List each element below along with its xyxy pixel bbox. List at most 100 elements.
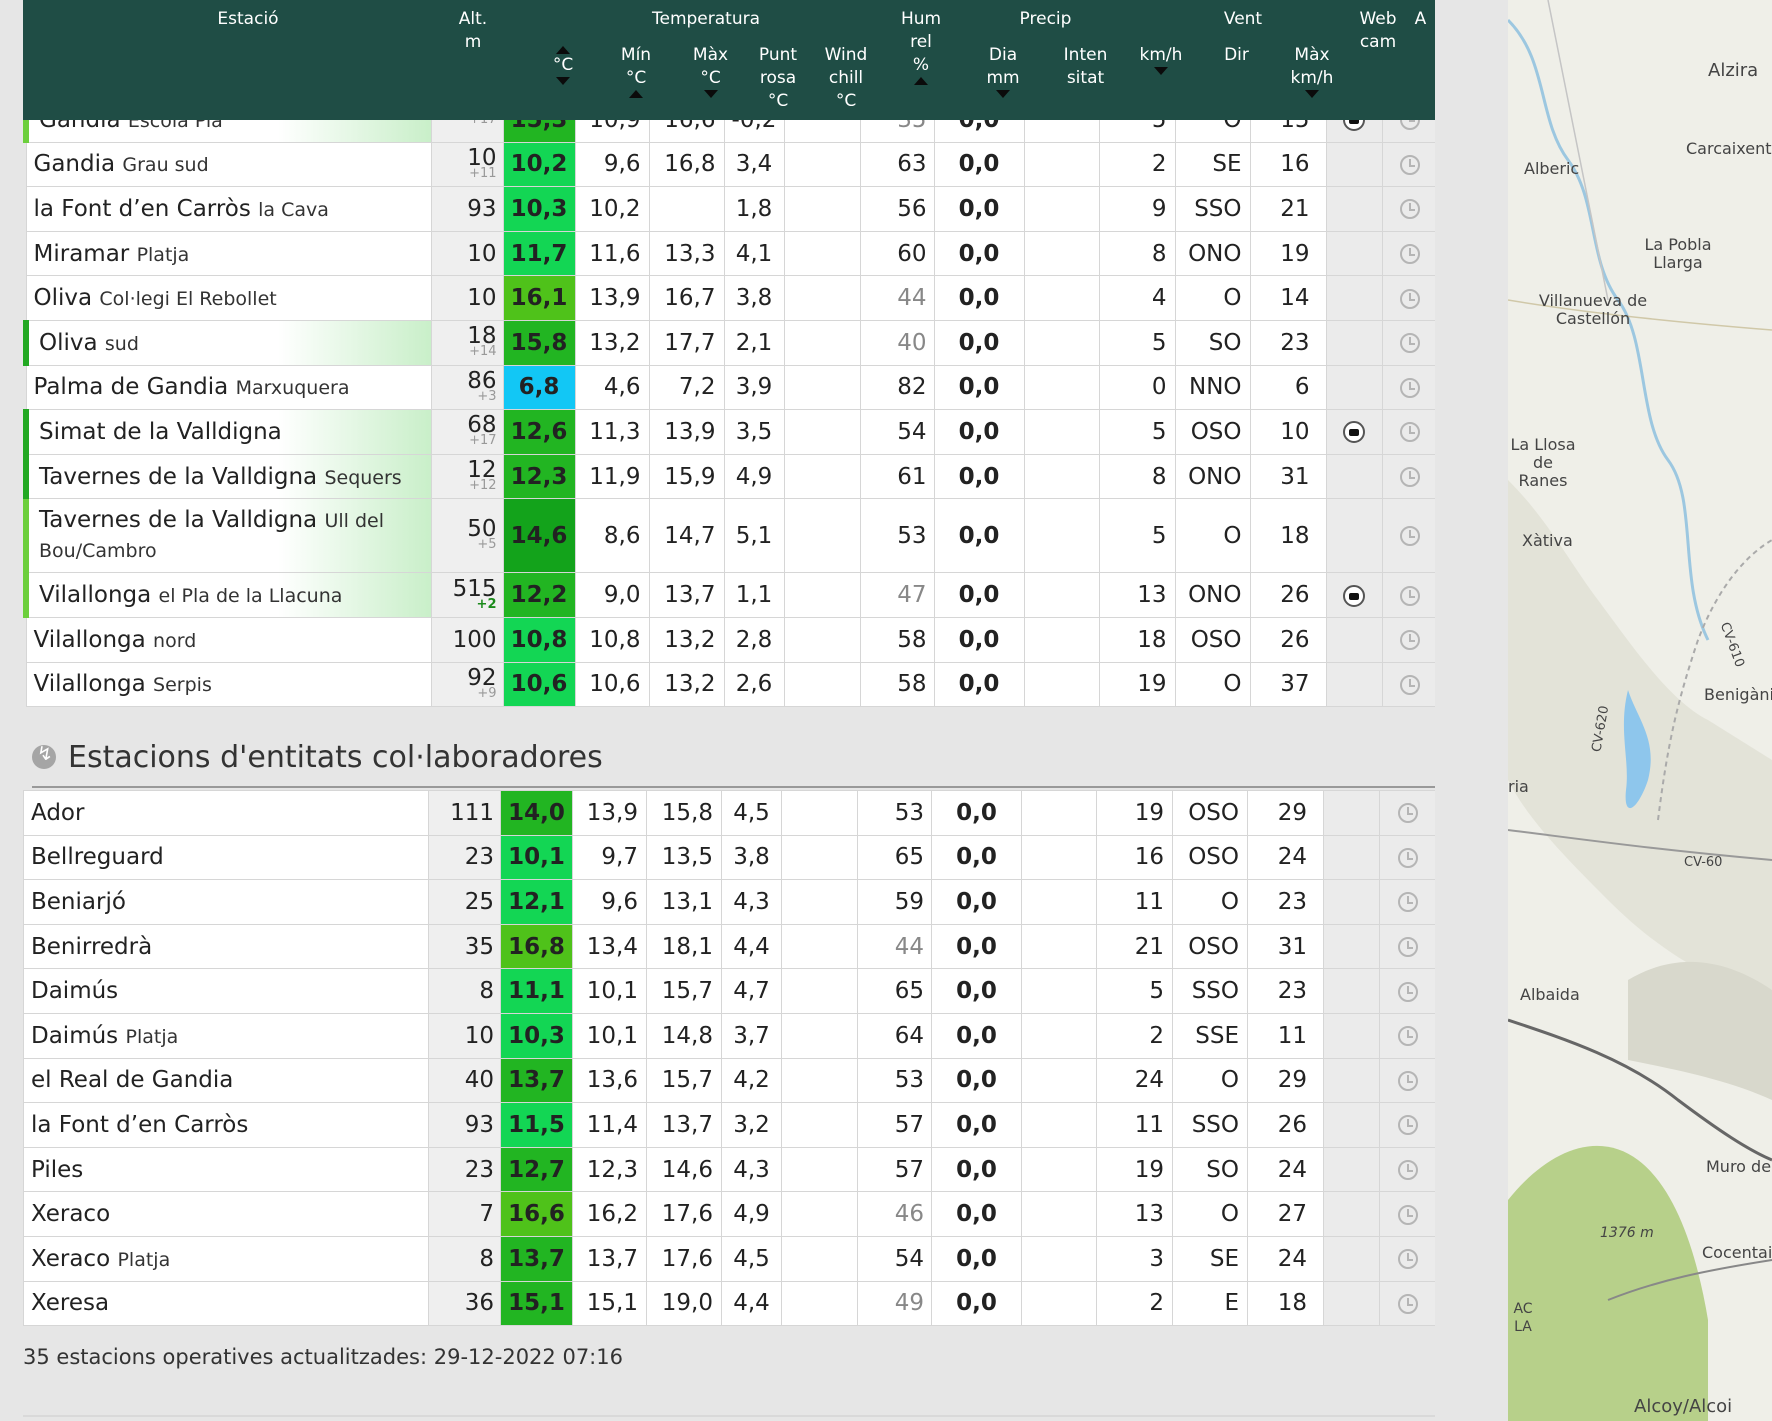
clock-icon[interactable]: [1397, 1160, 1418, 1181]
station-name[interactable]: Xeraco: [31, 1245, 111, 1272]
history-cell[interactable]: [1379, 879, 1436, 925]
history-cell[interactable]: [1381, 319, 1439, 366]
history-cell[interactable]: [1379, 834, 1436, 881]
history-cell[interactable]: [1379, 968, 1436, 1014]
col-gust[interactable]: Màx km/h: [1274, 44, 1350, 98]
history-cell[interactable]: [1379, 1057, 1436, 1104]
station-name-cell[interactable]: Vilallonga el Pla de la Llacuna: [23, 572, 432, 618]
sort-down-icon[interactable]: [703, 90, 718, 98]
clock-icon[interactable]: [1397, 1249, 1418, 1270]
history-cell[interactable]: [1379, 1235, 1436, 1282]
table-row[interactable]: Piles 23 12,7 12,3 14,6 4,3 57 0,0 19 SO 24: [23, 1146, 1436, 1193]
station-name-cell[interactable]: Piles: [23, 1146, 429, 1193]
table-row[interactable]: Palma de Gandia Marxuquera 86 +3 6,8 4,6 7,2 3…: [25, 364, 1439, 411]
col-dew[interactable]: Punt rosa °C: [748, 44, 808, 113]
station-name-cell[interactable]: Ador: [23, 790, 429, 836]
clock-icon[interactable]: [1400, 585, 1420, 606]
station-name-cell[interactable]: Tavernes de la Valldigna Sequers: [23, 453, 432, 500]
sort-up-icon[interactable]: [914, 77, 928, 85]
sort-down-icon[interactable]: [556, 77, 570, 85]
table-row[interactable]: Ador 111 14,0 13,9 15,8 4,5 53 0,0 19 OSO 29: [23, 790, 1436, 836]
clock-icon[interactable]: [1400, 244, 1420, 265]
station-name[interactable]: Vilallonga: [39, 582, 152, 609]
history-cell[interactable]: [1379, 790, 1436, 836]
station-name-cell[interactable]: Vilallonga nord: [25, 616, 432, 663]
clock-icon[interactable]: [1400, 199, 1420, 220]
sort-down-icon[interactable]: [1154, 67, 1168, 75]
history-cell[interactable]: [1381, 275, 1439, 321]
clock-icon[interactable]: [1400, 526, 1420, 547]
map[interactable]: Alzira Carcaixent Alberic La Pobla Llarg…: [1508, 0, 1772, 1421]
sort-down-icon[interactable]: [1305, 90, 1319, 98]
clock-icon[interactable]: [1400, 674, 1420, 695]
station-name-cell[interactable]: el Real de Gandia: [23, 1057, 429, 1104]
table-row[interactable]: Benirredrà 35 16,8 13,4 18,1 4,4 44 0,0 21 OSO 31: [23, 923, 1436, 970]
webcam-cell[interactable]: [1325, 409, 1383, 455]
col-temp[interactable]: °C: [527, 46, 599, 85]
sort-down-icon[interactable]: [996, 90, 1010, 98]
clock-icon[interactable]: [1397, 847, 1418, 868]
table-row[interactable]: Tavernes de la Valldigna Ull del Bou/Cam…: [23, 498, 1439, 574]
clock-icon[interactable]: [1400, 467, 1420, 488]
station-name[interactable]: la Font d’en Carròs: [31, 1111, 249, 1138]
station-name-cell[interactable]: Oliva Col·legi El Rebollet: [25, 275, 432, 321]
col-chill[interactable]: Wind chill °C: [808, 44, 884, 113]
station-name[interactable]: Piles: [31, 1156, 84, 1183]
station-name-cell[interactable]: Xeraco: [23, 1191, 429, 1237]
clock-icon[interactable]: [1400, 422, 1420, 443]
history-cell[interactable]: [1379, 923, 1436, 970]
station-name[interactable]: Palma de Gandia: [33, 374, 229, 401]
station-name[interactable]: Xeresa: [31, 1290, 110, 1317]
history-cell[interactable]: [1381, 616, 1439, 663]
history-cell[interactable]: [1379, 1102, 1436, 1148]
station-name[interactable]: Miramar: [33, 240, 130, 267]
station-name[interactable]: Oliva: [33, 285, 93, 312]
table-row[interactable]: Bellreguard 23 10,1 9,7 13,5 3,8 65 0,0 16 OSO 24: [23, 834, 1436, 881]
sort-up-icon[interactable]: [629, 90, 643, 98]
station-name[interactable]: el Real de Gandia: [31, 1067, 234, 1094]
history-cell[interactable]: [1381, 409, 1439, 455]
history-cell[interactable]: [1381, 453, 1439, 500]
history-cell[interactable]: [1381, 572, 1439, 618]
history-cell[interactable]: [1381, 661, 1439, 708]
table-row[interactable]: Vilallonga Serpis 92 +9 10,6 10,6 13,2 2,6 58 0,…: [25, 661, 1439, 708]
history-cell[interactable]: [1381, 498, 1439, 574]
history-cell[interactable]: [1381, 141, 1439, 188]
table-row[interactable]: Daimús Platja 10 10,3 10,1 14,8 3,7 64 0,0 2 SSE 1…: [23, 1012, 1436, 1059]
table-row[interactable]: la Font d’en Carròs la Cava 93 10,3 10,2 1,8…: [25, 186, 1439, 232]
table-row[interactable]: Simat de la Valldigna 68 +17 12,6 11,3 13,9 3,…: [23, 409, 1439, 455]
webcam-cell[interactable]: [1325, 572, 1383, 618]
clock-icon[interactable]: [1397, 937, 1418, 958]
station-name-cell[interactable]: Vilallonga Serpis: [25, 661, 432, 708]
table-row[interactable]: Vilallonga el Pla de la Llacuna 515 +2 12,2…: [23, 572, 1439, 618]
station-name-cell[interactable]: Xeraco Platja: [23, 1235, 429, 1282]
col-kmh[interactable]: km/h: [1123, 44, 1199, 75]
station-name-cell[interactable]: Daimús: [23, 968, 429, 1014]
station-name[interactable]: Tavernes de la Valldigna: [39, 463, 318, 490]
sort-up-icon[interactable]: [556, 46, 570, 54]
station-name[interactable]: Vilallonga: [33, 671, 146, 698]
clock-icon[interactable]: [1397, 1204, 1418, 1225]
history-cell[interactable]: [1379, 1012, 1436, 1059]
clock-icon[interactable]: [1397, 803, 1418, 824]
col-dia[interactable]: Dia mm: [958, 44, 1048, 98]
webcam-icon[interactable]: [1343, 584, 1365, 607]
station-name-cell[interactable]: Tavernes de la Valldigna Ull del Bou/Cam…: [23, 498, 432, 574]
clock-icon[interactable]: [1400, 288, 1420, 309]
table-row[interactable]: Miramar Platja 10 11,7 11,6 13,3 4,1 60 0,0 8 ONO…: [25, 230, 1439, 277]
table-row[interactable]: Xeraco Platja 8 13,7 13,7 17,6 4,5 54 0,0 3 SE 24: [23, 1235, 1436, 1282]
station-name-cell[interactable]: Miramar Platja: [25, 230, 432, 277]
col-dir[interactable]: Dir: [1224, 45, 1249, 65]
station-name-cell[interactable]: Beniarjó: [23, 879, 429, 925]
clock-icon[interactable]: [1397, 892, 1418, 913]
col-hum[interactable]: Hum rel%: [884, 8, 958, 85]
col-intensitat[interactable]: Inten sitat: [1048, 44, 1123, 90]
webcam-icon[interactable]: [1343, 421, 1365, 444]
col-estacio[interactable]: Estació: [217, 9, 279, 29]
station-name[interactable]: Ador: [31, 799, 85, 826]
station-name[interactable]: Tavernes de la Valldigna: [39, 506, 318, 533]
station-name-cell[interactable]: la Font d’en Carròs: [23, 1102, 429, 1148]
col-max[interactable]: Màx °C: [673, 44, 748, 98]
station-name-cell[interactable]: Palma de Gandia Marxuquera: [25, 364, 432, 411]
station-name[interactable]: Xeraco: [31, 1201, 111, 1228]
